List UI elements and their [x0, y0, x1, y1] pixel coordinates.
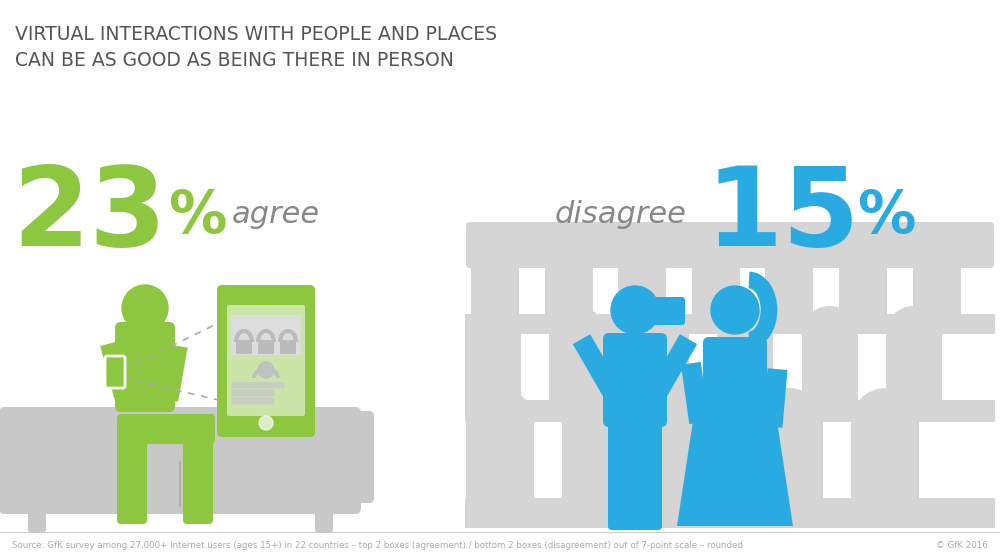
Text: Source: GfK survey among 27,000+ Internet users (ages 15+) in 22 countries – top: Source: GfK survey among 27,000+ Interne… — [12, 540, 743, 549]
Wedge shape — [913, 240, 961, 264]
FancyBboxPatch shape — [765, 264, 813, 316]
Wedge shape — [886, 306, 942, 334]
Wedge shape — [692, 240, 740, 264]
Polygon shape — [158, 344, 188, 402]
Text: GfK: GfK — [908, 41, 970, 70]
FancyBboxPatch shape — [342, 411, 374, 503]
FancyBboxPatch shape — [258, 340, 274, 354]
Polygon shape — [681, 362, 709, 424]
FancyBboxPatch shape — [703, 337, 767, 427]
FancyBboxPatch shape — [633, 417, 662, 530]
Circle shape — [611, 286, 659, 334]
Text: 23: 23 — [12, 162, 166, 269]
FancyBboxPatch shape — [117, 414, 169, 444]
Wedge shape — [633, 306, 689, 334]
Wedge shape — [618, 240, 666, 264]
FancyBboxPatch shape — [315, 502, 333, 532]
FancyBboxPatch shape — [183, 434, 213, 524]
FancyBboxPatch shape — [618, 264, 666, 316]
FancyBboxPatch shape — [232, 382, 285, 389]
FancyBboxPatch shape — [0, 411, 18, 503]
Text: VIRTUAL INTERACTIONS WITH PEOPLE AND PLACES
CAN BE AS GOOD AS BEING THERE IN PER: VIRTUAL INTERACTIONS WITH PEOPLE AND PLA… — [15, 25, 497, 71]
Text: %: % — [168, 188, 226, 245]
Wedge shape — [755, 388, 823, 422]
FancyBboxPatch shape — [659, 422, 727, 500]
Wedge shape — [545, 240, 593, 264]
FancyBboxPatch shape — [465, 400, 995, 422]
FancyBboxPatch shape — [851, 422, 919, 500]
FancyBboxPatch shape — [755, 422, 823, 500]
FancyBboxPatch shape — [465, 314, 995, 334]
FancyBboxPatch shape — [117, 434, 147, 524]
Wedge shape — [465, 306, 521, 334]
FancyBboxPatch shape — [633, 334, 689, 402]
FancyBboxPatch shape — [0, 407, 361, 484]
FancyBboxPatch shape — [227, 305, 305, 416]
FancyBboxPatch shape — [465, 498, 995, 528]
FancyBboxPatch shape — [471, 264, 519, 316]
Wedge shape — [562, 388, 630, 422]
FancyBboxPatch shape — [603, 333, 667, 427]
FancyBboxPatch shape — [717, 334, 773, 402]
FancyBboxPatch shape — [105, 356, 125, 388]
Wedge shape — [466, 388, 534, 422]
FancyBboxPatch shape — [231, 315, 301, 355]
Circle shape — [122, 285, 168, 331]
Text: 15: 15 — [705, 162, 860, 269]
Circle shape — [711, 286, 759, 334]
FancyBboxPatch shape — [115, 322, 175, 412]
Wedge shape — [471, 240, 519, 264]
FancyBboxPatch shape — [839, 264, 887, 316]
FancyBboxPatch shape — [232, 398, 275, 404]
Polygon shape — [100, 341, 134, 399]
Wedge shape — [659, 388, 727, 422]
Wedge shape — [851, 388, 919, 422]
Polygon shape — [677, 421, 793, 526]
FancyBboxPatch shape — [466, 422, 534, 500]
Text: © GfK 2016: © GfK 2016 — [936, 540, 988, 549]
FancyBboxPatch shape — [562, 422, 630, 500]
Wedge shape — [802, 306, 858, 334]
Circle shape — [259, 416, 273, 430]
FancyBboxPatch shape — [802, 334, 858, 402]
FancyBboxPatch shape — [886, 334, 942, 402]
Circle shape — [258, 362, 274, 378]
FancyBboxPatch shape — [627, 297, 685, 325]
FancyBboxPatch shape — [134, 305, 156, 339]
Polygon shape — [649, 334, 697, 398]
Text: %: % — [857, 188, 916, 245]
Wedge shape — [717, 306, 773, 334]
FancyBboxPatch shape — [913, 264, 961, 316]
FancyBboxPatch shape — [163, 414, 215, 444]
FancyBboxPatch shape — [0, 454, 361, 514]
Wedge shape — [839, 240, 887, 264]
FancyBboxPatch shape — [232, 390, 275, 396]
Text: agree: agree — [232, 200, 320, 229]
Wedge shape — [765, 240, 813, 264]
FancyBboxPatch shape — [236, 340, 252, 354]
FancyBboxPatch shape — [280, 340, 296, 354]
FancyBboxPatch shape — [28, 502, 46, 532]
FancyBboxPatch shape — [608, 417, 637, 530]
FancyBboxPatch shape — [465, 334, 521, 402]
FancyBboxPatch shape — [545, 264, 593, 316]
FancyBboxPatch shape — [549, 334, 605, 402]
Wedge shape — [549, 306, 605, 334]
Polygon shape — [763, 368, 787, 428]
Polygon shape — [573, 334, 621, 398]
Text: disagree: disagree — [555, 200, 687, 229]
FancyBboxPatch shape — [466, 222, 994, 268]
FancyBboxPatch shape — [692, 264, 740, 316]
FancyBboxPatch shape — [217, 285, 315, 437]
